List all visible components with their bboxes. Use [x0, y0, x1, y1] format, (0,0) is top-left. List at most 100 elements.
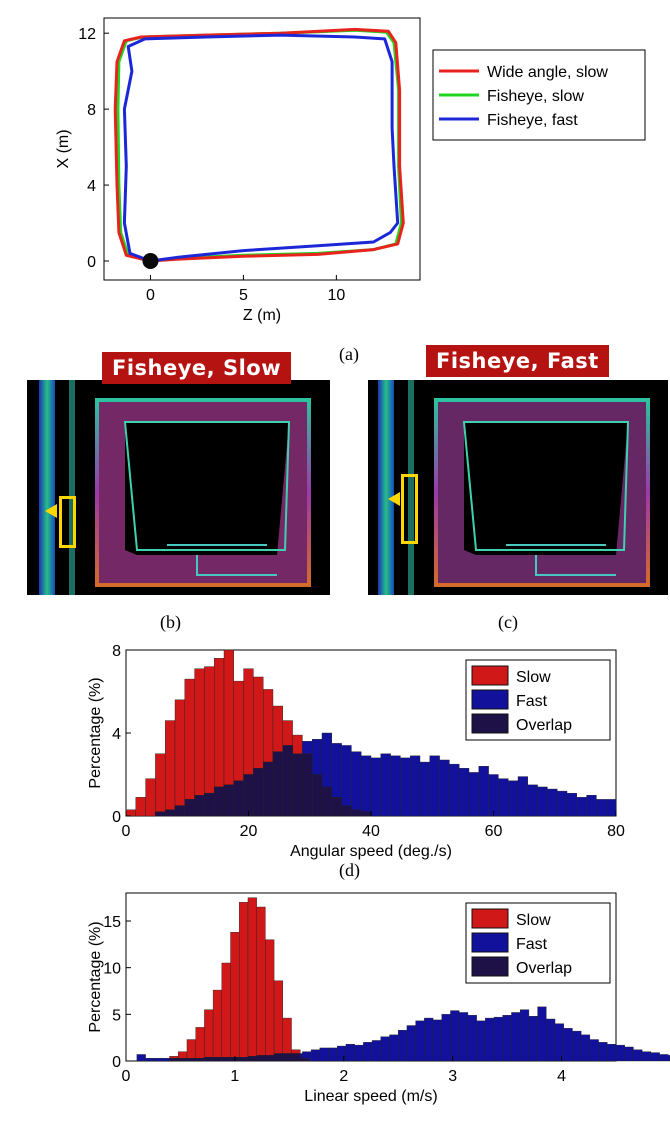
bar [493, 1016, 503, 1062]
bar [351, 751, 362, 817]
legend-swatch [471, 956, 509, 977]
bar [398, 1029, 408, 1062]
bar-overlap [331, 797, 342, 817]
x-tick-label: 0 [122, 823, 131, 840]
bar [223, 649, 235, 817]
bar [554, 1023, 564, 1062]
bar-overlap [272, 751, 284, 817]
bar-overlap [321, 786, 333, 817]
y-tick-label: 4 [87, 178, 96, 195]
bar [310, 1049, 321, 1062]
legend [465, 902, 611, 984]
bar-overlap [312, 774, 323, 817]
legend [465, 659, 611, 741]
bar [380, 753, 391, 817]
bar [169, 1056, 179, 1062]
bar [164, 720, 176, 817]
legend-swatch [471, 908, 509, 929]
bar-overlap [351, 809, 362, 817]
bar [174, 805, 186, 817]
bar [243, 668, 254, 817]
bar [194, 795, 205, 817]
bar-overlap [300, 1057, 310, 1062]
bar [215, 1057, 225, 1062]
bar [321, 732, 333, 817]
fisheye-slow-pointcloud [27, 380, 330, 595]
bar [410, 755, 421, 817]
legend-swatch [471, 932, 509, 953]
bar [197, 1057, 207, 1062]
legend-label: Fisheye, fast [487, 112, 578, 129]
bar-overlap [204, 792, 215, 817]
bar [204, 792, 215, 817]
bar [233, 680, 244, 817]
bar [212, 989, 223, 1062]
bar [145, 1057, 155, 1062]
legend-swatch [471, 665, 509, 686]
bar-overlap [221, 1057, 231, 1062]
bar [302, 1051, 312, 1062]
y-tick-label: 4 [112, 726, 121, 743]
legend-label: Slow [516, 669, 551, 686]
series-line [122, 33, 400, 263]
bar [341, 745, 352, 817]
y-tick-label: 0 [112, 809, 121, 826]
bar [243, 774, 254, 817]
bar [292, 753, 303, 817]
bar-overlap [169, 1057, 179, 1062]
bar [498, 778, 509, 817]
bar [232, 1057, 242, 1062]
legend-swatch [471, 713, 509, 734]
bar [302, 753, 313, 817]
bar [450, 1010, 460, 1062]
bar [267, 1055, 277, 1062]
panel-label-c: (c) [498, 612, 518, 632]
bar-overlap [204, 1057, 214, 1062]
bar [249, 1056, 260, 1062]
y-tick-label: 5 [112, 1007, 121, 1024]
bar [563, 1028, 573, 1062]
bar [312, 774, 323, 817]
bar [302, 741, 313, 817]
bar-overlap [273, 1053, 284, 1062]
bar [354, 1044, 364, 1062]
x-tick-label: 5 [239, 287, 248, 304]
bar [441, 1014, 451, 1062]
y-tick-label: 8 [87, 102, 96, 119]
bar-overlap [230, 1057, 240, 1062]
bar [485, 1017, 495, 1062]
bar-overlap [243, 774, 254, 817]
bar [213, 786, 225, 817]
bar [136, 1054, 146, 1062]
panel-label-b: (b) [160, 612, 181, 632]
bar [511, 1012, 521, 1062]
x-tick-label: 3 [448, 1068, 457, 1085]
bar [213, 658, 225, 817]
bar [478, 766, 489, 817]
legend-label: Overlap [516, 960, 572, 977]
bar [155, 811, 166, 817]
bar [184, 799, 195, 817]
bar-overlap [341, 805, 352, 817]
series-line [113, 27, 405, 263]
x-tick-label: 40 [362, 823, 380, 840]
x-tick-label: 0 [146, 287, 155, 304]
bar [624, 1046, 634, 1062]
y-tick-label: 15 [103, 914, 121, 931]
bar-overlap [164, 809, 176, 817]
plot-area [125, 892, 617, 1062]
bar [508, 780, 519, 817]
bar [162, 1057, 172, 1062]
bar-overlap [265, 1055, 275, 1062]
y-tick-label: 0 [87, 254, 96, 271]
start-marker [142, 253, 159, 270]
bar [429, 755, 440, 817]
bar-overlap [302, 753, 313, 817]
banner-fisheye-slow: Fisheye, Slow [102, 352, 292, 384]
bar [596, 799, 607, 817]
bar [468, 772, 480, 817]
bar [586, 795, 597, 817]
bar [256, 906, 266, 1062]
x-tick-label: 4 [557, 1068, 566, 1085]
bar [363, 1042, 373, 1062]
